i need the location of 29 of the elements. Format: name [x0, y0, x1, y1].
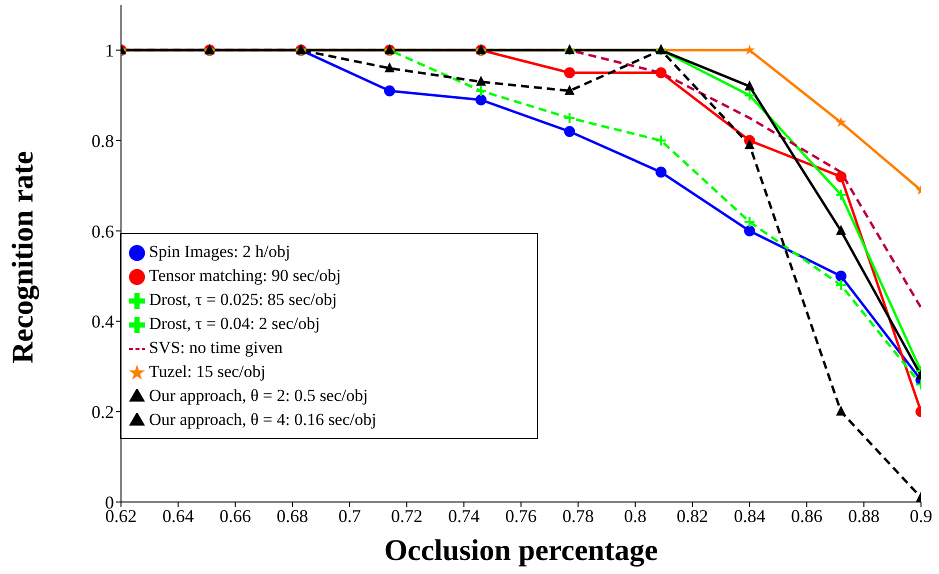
legend-label: Tensor matching: 90 sec/obj	[149, 266, 341, 285]
x-tick-label: 0.7	[338, 506, 361, 526]
x-tick-label: 0.82	[676, 506, 708, 526]
y-axis-title: Recognition rate	[6, 151, 40, 364]
legend-label: SVS: no time given	[149, 338, 283, 357]
legend-label: Drost, τ = 0.04: 2 sec/obj	[149, 314, 320, 333]
x-tick-label: 0.86	[790, 506, 822, 526]
legend-label: Spin Images: 2 h/obj	[149, 242, 290, 261]
x-tick-label: 0.64	[162, 506, 194, 526]
legend-label: Our approach, θ = 4: 0.16 sec/obj	[149, 410, 376, 429]
x-tick-label: 0.78	[562, 506, 594, 526]
y-tick-label: 0.8	[92, 130, 114, 151]
y-tick-label: 0.2	[92, 402, 114, 422]
legend-label: Drost, τ = 0.025: 85 sec/obj	[149, 290, 337, 309]
x-tick-label: 0.72	[390, 506, 422, 526]
x-tick-label: 0.84	[734, 506, 766, 526]
x-tick-label: 0.74	[448, 506, 480, 526]
x-tick-label: 0.68	[276, 506, 308, 526]
y-tick-label: 1	[105, 40, 114, 61]
x-tick-label: 0.8	[624, 506, 647, 526]
x-tick-label: 0.66	[220, 506, 252, 526]
x-tick-label: 0.76	[505, 506, 537, 526]
y-tick-label: 0.4	[92, 312, 114, 332]
x-tick-label: 0.9	[910, 506, 932, 526]
x-axis-title: Occlusion percentage	[384, 534, 658, 567]
legend-label: Tuzel: 15 sec/obj	[149, 362, 266, 381]
y-tick-label: 0.6	[92, 221, 114, 242]
legend-label: Our approach, θ = 2: 0.5 sec/obj	[149, 386, 368, 405]
x-tick-label: 0.88	[848, 506, 880, 526]
